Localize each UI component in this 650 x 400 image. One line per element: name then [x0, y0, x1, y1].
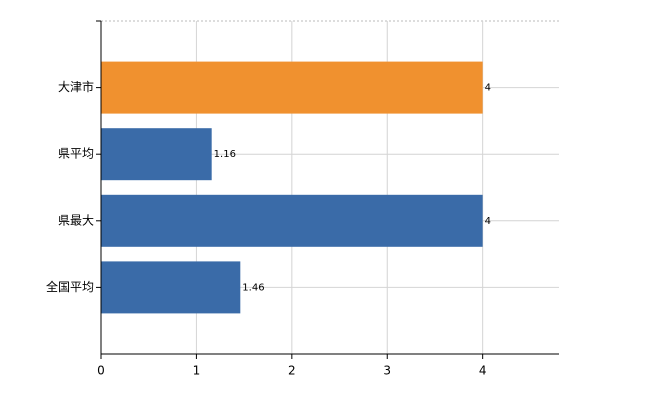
bar [101, 128, 212, 181]
y-tick-label: 県平均 [58, 147, 94, 161]
value-label: 1.16 [214, 149, 236, 160]
bar [101, 61, 483, 114]
value-label: 4 [485, 83, 491, 94]
x-tick-label: 0 [97, 364, 105, 378]
x-tick-label: 4 [479, 364, 487, 378]
x-tick-label: 3 [383, 364, 391, 378]
x-tick-label: 2 [288, 364, 296, 378]
y-tick-label: 全国平均 [46, 279, 94, 294]
bar [101, 194, 483, 247]
x-tick-label: 1 [193, 364, 201, 378]
y-tick-label: 大津市 [58, 79, 94, 94]
y-tick-label: 県最大 [58, 213, 94, 227]
value-label: 4 [485, 216, 491, 227]
value-label: 1.46 [242, 282, 264, 293]
bar [101, 261, 241, 314]
